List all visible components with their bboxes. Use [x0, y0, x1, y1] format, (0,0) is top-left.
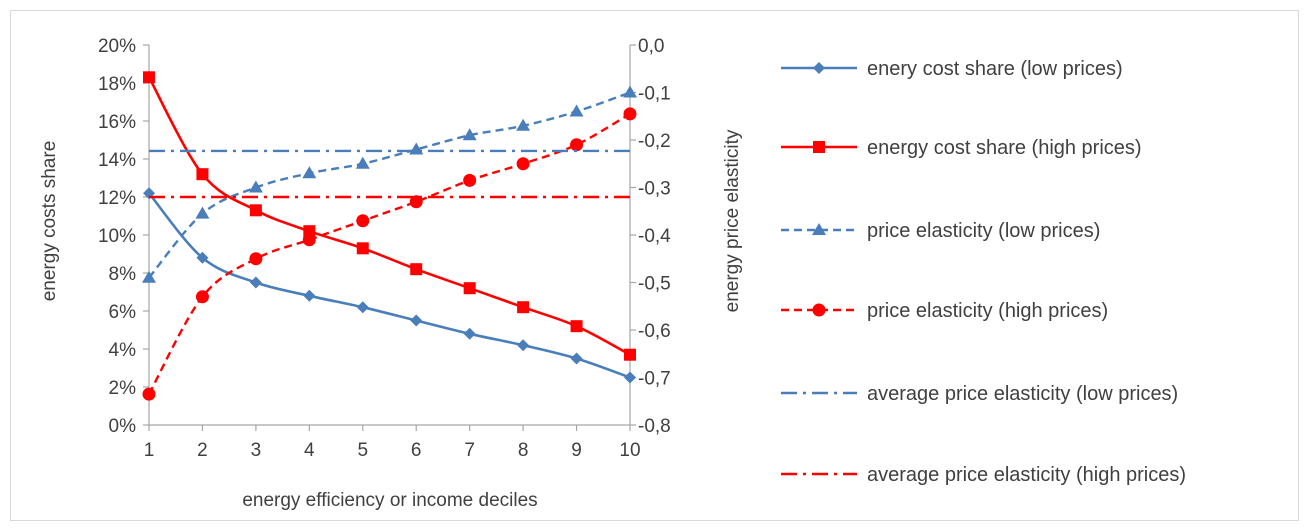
y-tick-label-left: 20% — [98, 36, 136, 57]
legend-label: enery cost share (low prices) — [867, 58, 1123, 80]
series-line — [147, 192, 631, 379]
data-point-circle — [195, 290, 209, 304]
series-1 — [143, 187, 636, 384]
x-tick-label: 9 — [571, 440, 582, 461]
x-tick-label: 8 — [518, 440, 529, 461]
data-point-square — [356, 242, 369, 255]
y-axis-title-right: energy price elasticity — [722, 129, 743, 312]
y-tick-label-left: 2% — [109, 378, 137, 399]
data-point-diamond — [249, 276, 262, 289]
data-point-diamond — [517, 339, 530, 352]
y-axis-title-left: energy costs share — [39, 141, 60, 302]
y-tick-label-right: -0,2 — [638, 131, 671, 152]
y-tick-label-left: 12% — [98, 188, 136, 209]
x-tick-label: 10 — [619, 440, 640, 461]
data-point-triangle — [516, 118, 531, 131]
y-tick-label-left: 8% — [109, 264, 137, 285]
data-point-square — [624, 348, 636, 361]
legend-item-2: energy cost share (high prices) — [781, 137, 1142, 159]
x-tick-label: 2 — [197, 440, 208, 461]
y-tick-label-right: -0,1 — [638, 84, 671, 105]
x-tick-label: 6 — [411, 440, 422, 461]
y-tick-label-right: -0,3 — [638, 179, 671, 200]
data-point-diamond — [303, 289, 316, 302]
data-point-circle — [302, 233, 316, 247]
data-point-circle — [623, 107, 637, 121]
legend-item-4: price elasticity (high prices) — [781, 300, 1108, 322]
data-point-circle — [516, 157, 530, 171]
y-tick-label-left: 0% — [109, 416, 137, 437]
series-4 — [142, 107, 637, 401]
series-line — [147, 112, 631, 395]
data-point-circle — [463, 173, 477, 187]
data-point-circle — [409, 195, 423, 209]
data-point-diamond — [196, 251, 209, 264]
legend-label: average price elasticity (low prices) — [867, 383, 1178, 405]
data-point-square — [570, 320, 583, 333]
data-point-square — [813, 141, 825, 153]
data-point-circle — [570, 138, 584, 152]
x-tick-label: 5 — [357, 440, 368, 461]
data-point-circle — [142, 387, 156, 401]
line-chart: 0% 2% 4% 6% 8% 10% 12% 14% 16% 18% 20% -0,8 -0,7 -0,6… — [39, 36, 1186, 511]
y-tick-label-left: 16% — [98, 112, 136, 133]
data-point-triangle — [248, 180, 263, 193]
y-tick-label-right: -0,4 — [638, 226, 671, 247]
axes: 0% 2% 4% 6% 8% 10% 12% 14% 16% 18% 20% -0,8 -0,7 -0,6… — [98, 36, 671, 461]
x-tick-label: 4 — [304, 440, 315, 461]
legend-item-3: price elasticity (low prices) — [781, 220, 1100, 242]
y-tick-label-right: -0,6 — [638, 321, 671, 342]
data-point-diamond — [463, 327, 476, 340]
y-tick-label-left: 10% — [98, 226, 136, 247]
legend-label: price elasticity (low prices) — [867, 220, 1100, 242]
data-point-triangle — [812, 223, 826, 235]
y-tick-label-left: 18% — [98, 74, 136, 95]
legend-label: energy cost share (high prices) — [867, 137, 1142, 159]
x-tick-label: 1 — [144, 440, 155, 461]
series-2 — [143, 71, 636, 361]
data-point-square — [517, 301, 530, 314]
series-3 — [142, 85, 637, 283]
data-point-circle — [812, 303, 826, 317]
chart-frame: 0% 2% 4% 6% 8% 10% 12% 14% 16% 18% 20% -0,8 -0,7 -0,6… — [10, 10, 1299, 521]
data-point-triangle — [355, 156, 370, 169]
data-point-circle — [356, 214, 370, 228]
x-tick-label: 3 — [251, 440, 262, 461]
legend-label: average price elasticity (high prices) — [867, 464, 1186, 486]
data-point-square — [410, 263, 423, 276]
series-line — [148, 91, 631, 279]
data-point-diamond — [570, 352, 583, 365]
y-tick-label-right: -0,7 — [638, 369, 671, 390]
y-tick-label-left: 6% — [109, 302, 137, 323]
y-tick-label-right: -0,5 — [638, 274, 671, 295]
data-point-triangle — [623, 85, 637, 98]
data-point-square — [463, 282, 476, 295]
legend-item-5: average price elasticity (low prices) — [781, 383, 1178, 405]
legend-item-6: average price elasticity (high prices) — [781, 464, 1186, 486]
y-tick-label-right: 0,0 — [638, 36, 664, 57]
data-point-triangle — [195, 206, 210, 219]
data-point-diamond — [624, 371, 636, 384]
legend-label: price elasticity (high prices) — [867, 300, 1108, 322]
x-tick-label: 7 — [464, 440, 475, 461]
y-tick-label-left: 14% — [98, 150, 136, 171]
series-line — [147, 76, 631, 356]
y-tick-label-right: -0,8 — [638, 416, 671, 437]
data-point-square — [143, 71, 155, 84]
x-axis-title: energy efficiency or income deciles — [242, 490, 537, 511]
series-lines — [142, 71, 637, 401]
data-point-square — [249, 204, 262, 217]
data-point-triangle — [142, 270, 156, 283]
data-point-circle — [249, 252, 263, 266]
y-tick-label-left: 4% — [109, 340, 137, 361]
data-point-diamond — [356, 301, 369, 314]
data-point-diamond — [410, 314, 423, 327]
data-point-triangle — [569, 104, 584, 117]
data-point-square — [196, 168, 209, 181]
legend-item-1: enery cost share (low prices) — [781, 58, 1123, 80]
data-point-diamond — [813, 62, 825, 74]
legend: enery cost share (low prices) energy cost… — [781, 58, 1186, 486]
data-point-triangle — [462, 128, 477, 141]
data-point-triangle — [302, 166, 317, 179]
